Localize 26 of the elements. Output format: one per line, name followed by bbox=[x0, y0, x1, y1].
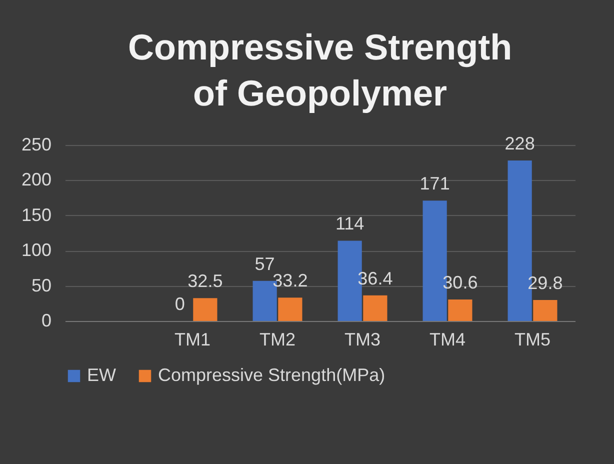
bar bbox=[363, 295, 388, 321]
y-tick-label: 250 bbox=[21, 134, 52, 154]
data-label: 171 bbox=[420, 174, 450, 194]
y-tick-label: 150 bbox=[21, 204, 52, 225]
x-tick-label: TM2 bbox=[260, 330, 296, 350]
y-tick-label: 200 bbox=[21, 170, 52, 190]
y-tick-label: 100 bbox=[21, 240, 52, 260]
bar bbox=[278, 298, 302, 321]
y-tick-label: 50 bbox=[31, 275, 52, 296]
data-label: 57 bbox=[254, 254, 275, 274]
legend-label: EW bbox=[87, 365, 116, 385]
bar bbox=[193, 298, 218, 321]
bar bbox=[533, 300, 558, 321]
data-label: 33.2 bbox=[272, 270, 308, 291]
x-tick-label: TM5 bbox=[514, 330, 550, 350]
legend-label: Compressive Strength(MPa) bbox=[158, 365, 386, 385]
data-label: 32.5 bbox=[188, 271, 223, 292]
data-label: 228 bbox=[504, 133, 535, 154]
x-tick-label: TM3 bbox=[344, 330, 380, 350]
x-tick-label: TM4 bbox=[430, 330, 466, 350]
data-label: 114 bbox=[335, 214, 364, 234]
bar bbox=[448, 299, 472, 321]
data-label: 0 bbox=[174, 294, 185, 314]
x-tick-label: TM1 bbox=[174, 330, 210, 350]
chart-title: Compressive Strength of Geopolymer bbox=[128, 26, 512, 114]
y-tick-label: 0 bbox=[41, 310, 52, 330]
